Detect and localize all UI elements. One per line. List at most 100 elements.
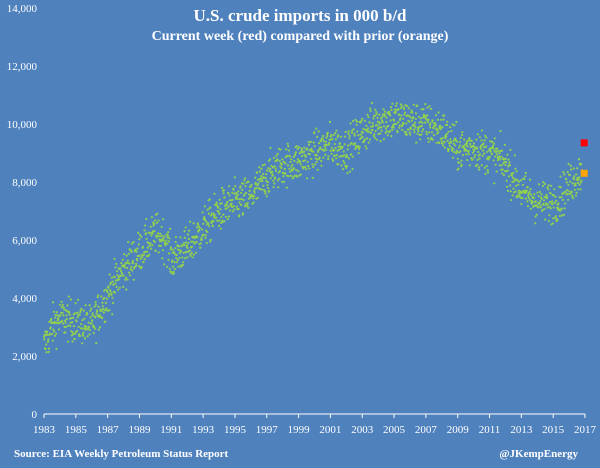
y-tick-label: 6,000 xyxy=(12,235,37,247)
data-point xyxy=(401,128,404,131)
data-point xyxy=(439,124,442,127)
data-point xyxy=(52,328,55,331)
data-point xyxy=(539,205,542,208)
data-point xyxy=(260,175,263,178)
data-point xyxy=(144,250,147,253)
data-point xyxy=(165,239,168,242)
data-point xyxy=(306,177,309,180)
data-point xyxy=(388,112,391,115)
data-point xyxy=(202,233,205,236)
data-point xyxy=(574,194,578,197)
data-point xyxy=(528,190,531,193)
data-point xyxy=(319,139,322,142)
data-point xyxy=(562,213,566,216)
data-point xyxy=(343,135,347,138)
data-point xyxy=(474,154,477,157)
data-point xyxy=(544,204,547,207)
data-point xyxy=(216,219,219,222)
data-point xyxy=(203,217,206,220)
data-point xyxy=(377,133,380,136)
data-point xyxy=(471,158,474,161)
data-point xyxy=(422,108,425,111)
data-point xyxy=(61,311,64,314)
data-point xyxy=(235,197,238,200)
data-point xyxy=(81,342,84,345)
data-point xyxy=(393,119,396,122)
data-point xyxy=(321,137,324,140)
data-point xyxy=(189,220,192,223)
data-point xyxy=(264,176,267,180)
data-point xyxy=(170,272,173,275)
data-point xyxy=(359,121,362,124)
data-point xyxy=(47,340,50,343)
data-point xyxy=(342,150,345,153)
data-point xyxy=(94,303,97,306)
data-point xyxy=(116,270,119,273)
data-point xyxy=(146,250,149,253)
data-point xyxy=(510,174,514,177)
data-point xyxy=(540,193,543,196)
data-point xyxy=(273,182,276,185)
data-point xyxy=(238,201,241,204)
data-point xyxy=(330,152,333,155)
data-point xyxy=(210,214,213,217)
y-tick-label: 14,000 xyxy=(7,3,38,15)
data-point xyxy=(558,196,561,199)
data-point xyxy=(225,202,228,205)
data-point xyxy=(457,146,460,149)
data-point xyxy=(329,138,332,141)
data-point xyxy=(375,113,378,116)
data-point xyxy=(149,247,153,250)
data-point xyxy=(338,142,342,145)
data-point xyxy=(89,309,92,312)
data-point xyxy=(107,295,110,298)
data-point xyxy=(285,186,288,189)
data-point xyxy=(148,244,151,247)
data-point xyxy=(574,182,577,185)
data-point xyxy=(56,314,59,317)
data-point xyxy=(460,133,464,137)
data-point xyxy=(559,186,563,189)
data-point xyxy=(227,215,230,218)
data-point xyxy=(62,306,65,309)
data-point xyxy=(488,155,491,158)
data-point xyxy=(237,190,240,193)
data-point xyxy=(486,169,489,172)
data-point xyxy=(142,261,145,264)
data-point xyxy=(383,110,387,113)
data-point xyxy=(513,154,517,157)
data-point xyxy=(204,234,207,237)
data-point xyxy=(211,224,214,227)
data-point xyxy=(143,229,146,232)
data-point xyxy=(386,134,389,137)
data-point xyxy=(313,131,316,134)
data-point xyxy=(241,212,245,215)
data-point xyxy=(183,236,186,239)
data-point xyxy=(281,180,284,183)
data-point xyxy=(226,200,229,203)
data-point xyxy=(185,250,188,253)
data-point xyxy=(178,251,181,255)
data-point xyxy=(445,132,448,135)
data-point xyxy=(118,278,121,281)
data-point xyxy=(308,167,311,170)
data-point xyxy=(430,131,434,134)
data-point xyxy=(345,153,348,156)
data-point xyxy=(281,171,285,174)
data-point xyxy=(335,153,338,157)
data-point xyxy=(507,175,510,178)
data-point xyxy=(183,230,186,233)
data-point xyxy=(578,176,581,179)
data-point xyxy=(419,120,423,123)
data-point xyxy=(135,262,138,265)
data-point xyxy=(420,133,423,136)
data-point xyxy=(576,181,579,185)
data-point xyxy=(344,164,347,167)
data-point xyxy=(552,206,555,209)
data-point xyxy=(80,307,83,310)
data-point xyxy=(437,131,440,134)
data-point xyxy=(393,122,396,126)
data-point xyxy=(417,130,420,133)
data-point xyxy=(504,163,507,167)
data-point xyxy=(206,208,209,211)
